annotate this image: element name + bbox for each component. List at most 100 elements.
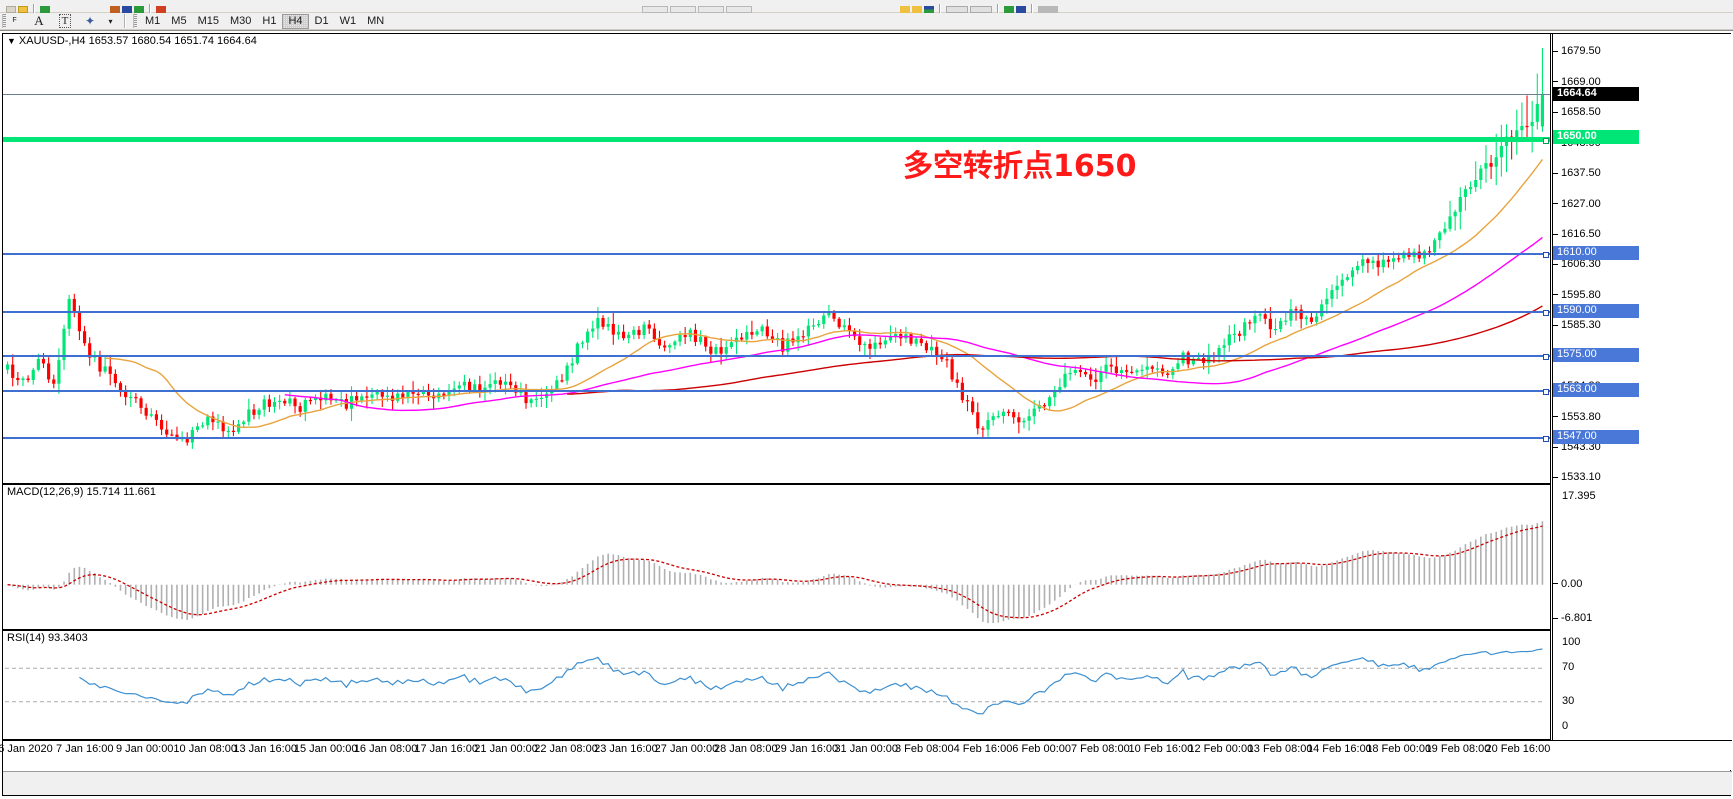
- toolbar-group-file[interactable]: [6, 0, 50, 13]
- toolbar-drawing[interactable]: F A T ✦ ▾ M1 M5 M15 M30 H1 H4 D1 W1 MN: [0, 13, 1733, 30]
- period-icon-4[interactable]: [726, 6, 752, 13]
- time-axis-tick: 10 Feb 16:00: [1128, 743, 1194, 755]
- crosshair-tool-label: F: [12, 17, 17, 24]
- timeframe-button-m30[interactable]: M30: [229, 15, 252, 27]
- shift-icon[interactable]: [970, 6, 992, 13]
- zoom-in-icon[interactable]: [156, 6, 166, 13]
- open-icon[interactable]: [18, 6, 28, 13]
- price-level-line-1650-00[interactable]: [3, 136, 1550, 144]
- rsi-pane[interactable]: RSI(14) 93.3403: [3, 630, 1551, 740]
- price-level-line-1575-00[interactable]: [3, 354, 1550, 361]
- timeframe-button-group[interactable]: M1 M5 M15 M30 H1 H4 D1 W1 MN: [140, 13, 389, 29]
- timeframe-button-m15[interactable]: M15: [197, 15, 219, 27]
- candle-chart-icon[interactable]: [122, 6, 132, 13]
- price-level-line-1664-64[interactable]: [3, 94, 1550, 96]
- time-axis-tick: 29 Jan 16:00: [774, 743, 839, 755]
- save-icon[interactable]: [40, 6, 50, 13]
- text-tool-button[interactable]: A: [26, 13, 52, 29]
- indicator-list-icon[interactable]: [1016, 6, 1026, 13]
- timeframe-button-w1[interactable]: W1: [339, 15, 357, 27]
- time-axis-tick: 16 Jan 08:00: [353, 743, 418, 755]
- time-axis-tick: 17 Jan 16:00: [414, 743, 478, 755]
- price-axis-tick: 1637.50: [1553, 167, 1601, 179]
- timeframe-button-m1[interactable]: M1: [145, 15, 161, 27]
- crosshair-tool-button[interactable]: F: [9, 14, 26, 29]
- chart-tab-strip[interactable]: [3, 771, 1732, 795]
- price-level-line-1610-00[interactable]: [3, 252, 1550, 259]
- bar-chart-icon[interactable]: [110, 6, 120, 13]
- price-axis-tick-label: 1585.30: [1561, 319, 1601, 332]
- time-scale[interactable]: 6 Jan 2020 7 Jan 16:00 9 Jan 00:00 10 Jan 0…: [0, 740, 1732, 770]
- new-chart-icon[interactable]: [6, 6, 16, 13]
- indicators-dropdown-button[interactable]: ▾: [102, 14, 119, 29]
- time-axis-tick: 13 Feb 08:00: [1247, 743, 1313, 755]
- trend-line-icon[interactable]: [924, 6, 934, 13]
- price-pane[interactable]: ▼ XAUUSD-,H4 1653.57 1680.54 1651.74 1664…: [3, 34, 1551, 484]
- chart-canvas[interactable]: ▼ XAUUSD-,H4 1653.57 1680.54 1651.74 1664…: [0, 33, 1732, 796]
- macd-pane[interactable]: MACD(12,26,9) 15.714 11.661: [3, 484, 1551, 630]
- indicators-tool-button[interactable]: ✦: [78, 14, 102, 29]
- macd-signal-line: [7, 525, 1543, 619]
- label-tool-button[interactable]: T: [52, 14, 78, 29]
- price-axis-tick: 1669.00: [1553, 76, 1601, 88]
- time-axis-tick: 14 Feb 16:00: [1306, 743, 1372, 755]
- toolbar-top-row[interactable]: [0, 0, 1733, 13]
- level-line-handle[interactable]: [1543, 137, 1549, 144]
- toolbar-group-objects[interactable]: [900, 0, 1058, 13]
- level-line-handle[interactable]: [1543, 388, 1549, 395]
- line-chart-icon[interactable]: [134, 6, 144, 13]
- tick-dash: [1553, 111, 1558, 113]
- crosshair-icon[interactable]: [912, 6, 922, 13]
- time-axis-tick: 7 Feb 08:00: [1070, 743, 1130, 755]
- level-line-handle[interactable]: [1543, 310, 1549, 317]
- collapse-arrow-icon[interactable]: ▼: [7, 36, 16, 46]
- toolbar-group-chart[interactable]: [110, 0, 166, 13]
- level-line-handle[interactable]: [1543, 435, 1549, 442]
- chart-window: ▼ XAUUSD-,H4 1653.57 1680.54 1651.74 1664…: [0, 30, 1733, 799]
- price-tag-level[interactable]: 1590.00: [1553, 304, 1639, 319]
- period-icon-3[interactable]: [698, 6, 724, 13]
- time-axis-tick: 27 Jan 00:00: [654, 743, 719, 755]
- timeframe-button-h1[interactable]: H1: [262, 15, 277, 27]
- indicator-icon: ✦: [84, 14, 96, 28]
- period-icon-1[interactable]: [642, 6, 668, 13]
- cursor-icon[interactable]: [900, 6, 910, 13]
- price-scale[interactable]: 1679.501669.001658.501648.001637.501627.…: [1552, 34, 1732, 740]
- price-level-line-1547-00[interactable]: [3, 435, 1550, 442]
- timeframe-button-h4[interactable]: H4: [282, 13, 309, 29]
- toolbar-drag-handle[interactable]: [2, 14, 6, 28]
- price-tag-level[interactable]: 1575.00: [1553, 348, 1639, 363]
- price-level-line-1563-00[interactable]: [3, 388, 1550, 395]
- time-axis-tick: 20 Feb 16:00: [1485, 743, 1551, 755]
- toolbar-group-periods[interactable]: [642, 0, 752, 13]
- period-icon-2[interactable]: [670, 6, 696, 13]
- price-tag-bid[interactable]: 1664.64: [1553, 87, 1639, 102]
- level-line-handle[interactable]: [1543, 252, 1549, 259]
- chart-symbol-header[interactable]: ▼ XAUUSD-,H4 1653.57 1680.54 1651.74 1664…: [7, 35, 257, 47]
- templates-icon[interactable]: [1038, 6, 1058, 13]
- time-axis-tick: 6 Jan 2020: [0, 743, 53, 755]
- grid-icon[interactable]: [946, 6, 968, 13]
- price-axis-tick-label: 1616.50: [1561, 228, 1601, 241]
- timeframe-button-m5[interactable]: M5: [171, 15, 187, 27]
- price-tag-level[interactable]: 1563.00: [1553, 382, 1639, 397]
- price-axis-tick: 1553.80: [1553, 411, 1601, 423]
- rsi-axis-tick: 30: [1562, 695, 1574, 707]
- timeframe-drag-handle[interactable]: [133, 14, 137, 28]
- chart-annotation-text[interactable]: 多空转折点1650: [903, 149, 1137, 185]
- price-level-line-1590-00[interactable]: [3, 310, 1550, 317]
- time-axis-tick: 10 Jan 08:00: [173, 743, 238, 755]
- price-axis-tick: 1533.10: [1553, 471, 1601, 483]
- price-axis-tick-label: 1627.00: [1561, 197, 1601, 210]
- price-tag-green[interactable]: 1650.00: [1553, 129, 1639, 144]
- price-axis-tick: 1658.50: [1553, 106, 1601, 118]
- price-tag-level[interactable]: 1547.00: [1553, 429, 1639, 444]
- price-axis-tick: 1585.30: [1553, 319, 1601, 331]
- rsi-axis-tick-label: 70: [1562, 661, 1575, 674]
- level-line-handle[interactable]: [1543, 354, 1549, 361]
- price-tag-level[interactable]: 1610.00: [1553, 246, 1639, 261]
- autoscroll-icon[interactable]: [1004, 6, 1014, 13]
- timeframe-button-d1[interactable]: D1: [314, 15, 329, 27]
- time-axis-tick: 9 Jan 00:00: [115, 743, 174, 755]
- timeframe-button-mn[interactable]: MN: [367, 15, 385, 27]
